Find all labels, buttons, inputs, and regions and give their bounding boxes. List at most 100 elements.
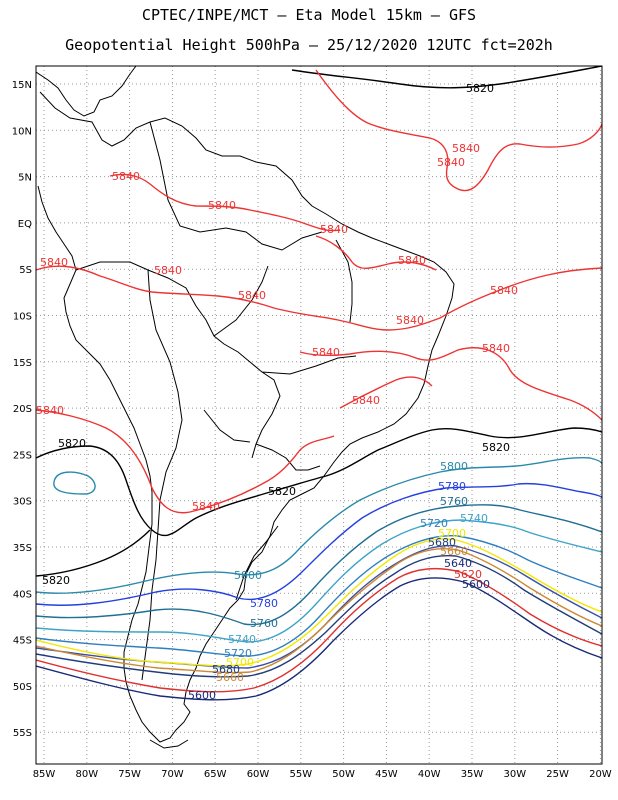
lat-tick-label: 45S: [13, 636, 32, 647]
contour-5780: [36, 482, 602, 606]
label-5840: 5840: [40, 256, 68, 269]
map-frame: [35, 65, 603, 765]
label-5840: 5840: [437, 156, 465, 169]
label-5760: 5760: [250, 617, 278, 630]
label-5840: 5840: [312, 346, 340, 359]
label-5840: 5840: [154, 264, 182, 277]
label-5720: 5720: [420, 517, 448, 530]
label-5840: 5840: [238, 289, 266, 302]
lat-tick-label: EQ: [18, 219, 32, 230]
contour-5680: [36, 554, 602, 678]
contour-5840-north: [36, 265, 602, 331]
label-5840: 5840: [452, 142, 480, 155]
label-5840: 5840: [398, 254, 426, 267]
contour-5620: [36, 567, 602, 693]
label-5680: 5680: [428, 536, 456, 549]
central-america-outline: [36, 66, 137, 117]
label-5720: 5720: [224, 647, 252, 660]
continent-outline: [36, 66, 455, 749]
contour-5840-caribbean: [109, 69, 602, 232]
contour-5720: [36, 534, 602, 657]
graticule: [36, 66, 602, 764]
lat-tick-label: 40S: [13, 589, 32, 600]
lon-tick-label: 45W: [375, 769, 398, 780]
lon-tick-label: 55W: [289, 769, 312, 780]
contour-5800: [36, 456, 602, 594]
lon-tick-label: 80W: [75, 769, 98, 780]
contour-5660: [36, 538, 602, 667]
label-5820: 5820: [466, 82, 494, 95]
latitude-labels: 15N 10N 5N EQ 5S 10S 15S 20S 25S 30S 35S 40S 45S 50S 5…: [12, 80, 32, 739]
chart-title-line2: Geopotential Height 500hPa – 25/12/2020 …: [65, 36, 553, 54]
lon-tick-label: 50W: [332, 769, 355, 780]
label-5840: 5840: [112, 170, 140, 183]
lat-tick-label: 15N: [12, 80, 32, 91]
label-5740: 5740: [228, 633, 256, 646]
lon-tick-label: 75W: [118, 769, 141, 780]
lat-tick-label: 20S: [13, 404, 32, 415]
lat-tick-label: 50S: [13, 682, 32, 693]
label-5840: 5840: [482, 342, 510, 355]
label-5820: 5820: [268, 485, 296, 498]
south-america-coastline: [37, 91, 455, 743]
lat-tick-label: 10S: [13, 312, 32, 323]
lat-tick-label: 5S: [19, 265, 32, 276]
lon-tick-label: 20W: [589, 769, 612, 780]
label-5840: 5840: [320, 223, 348, 236]
contour-5820-north: [291, 66, 602, 89]
contour-5820-oval: [53, 471, 96, 495]
lon-tick-label: 85W: [33, 769, 56, 780]
lon-tick-label: 65W: [204, 769, 227, 780]
label-5780: 5780: [438, 480, 466, 493]
lat-tick-label: 25S: [13, 450, 32, 461]
label-5780: 5780: [250, 597, 278, 610]
longitude-labels: 85W 80W 75W 70W 65W 60W 55W 50W 45W 40W 35W 30W 25W 2…: [33, 769, 612, 780]
label-5700: 5700: [438, 527, 466, 540]
contour-5840-interior: [315, 235, 437, 409]
lon-tick-label: 35W: [461, 769, 484, 780]
contour-5820-west: [36, 529, 151, 577]
lat-tick-label: 5N: [18, 173, 32, 184]
label-5820: 5820: [58, 437, 86, 450]
label-5840: 5840: [36, 404, 64, 417]
lat-tick-label: 30S: [13, 497, 32, 508]
label-5840: 5840: [490, 284, 518, 297]
chart-title-line1: CPTEC/INPE/MCT – Eta Model 15km – GFS: [141, 6, 477, 24]
label-5840: 5840: [352, 394, 380, 407]
label-5740: 5740: [460, 512, 488, 525]
label-5640: 5640: [444, 557, 472, 570]
tierra-del-fuego-outline: [149, 739, 189, 749]
lon-tick-label: 25W: [546, 769, 569, 780]
lat-tick-label: 35S: [13, 543, 32, 554]
contour-5640: [36, 548, 602, 674]
label-5680: 5680: [212, 663, 240, 676]
contour-5700: [36, 544, 602, 669]
contour-5760: [36, 504, 602, 626]
lon-tick-label: 30W: [503, 769, 526, 780]
label-5700: 5700: [226, 656, 254, 669]
label-5760: 5760: [440, 495, 468, 508]
label-5840: 5840: [192, 500, 220, 513]
contour-5600: [36, 577, 602, 701]
contour-5820-main: [36, 427, 602, 537]
label-5620: 5620: [454, 568, 482, 581]
contour-5740: [36, 519, 602, 643]
lat-tick-label: 10N: [12, 126, 32, 137]
label-5600: 5600: [462, 578, 490, 591]
label-5660: 5660: [440, 545, 468, 558]
border-lines: [75, 121, 357, 681]
label-5820: 5820: [42, 574, 70, 587]
label-5660: 5660: [216, 671, 244, 684]
lat-tick-label: 55S: [13, 728, 32, 739]
lon-tick-label: 70W: [161, 769, 184, 780]
label-5820: 5820: [482, 441, 510, 454]
lon-tick-label: 60W: [247, 769, 270, 780]
label-5800: 5800: [234, 569, 262, 582]
label-5840: 5840: [396, 314, 424, 327]
contour-5840-south: [36, 409, 335, 514]
label-5800: 5800: [440, 460, 468, 473]
label-5600: 5600: [188, 689, 216, 702]
label-5840: 5840: [208, 199, 236, 212]
lon-tick-label: 40W: [418, 769, 441, 780]
